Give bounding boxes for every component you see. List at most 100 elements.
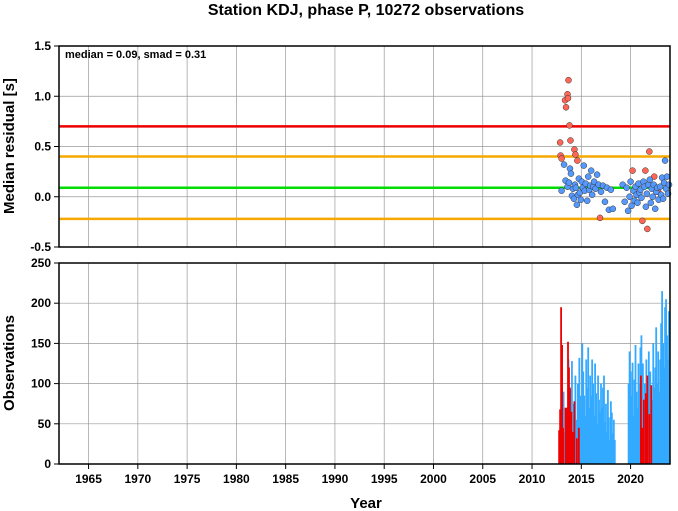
x-tick-label: 1990 xyxy=(322,472,349,486)
observation-bar xyxy=(562,427,564,464)
observation-bar xyxy=(646,375,649,464)
residual-point xyxy=(564,95,572,102)
observation-bar xyxy=(638,383,641,464)
observation-bar xyxy=(561,345,563,464)
residual-point xyxy=(558,187,565,194)
year-x-ticks: 1965 1970 1975 1980 1985 1990 1995 2000 2005 2010… xyxy=(75,464,644,486)
observation-bar xyxy=(606,431,608,464)
residual-point xyxy=(566,122,573,129)
observation-bar xyxy=(591,359,594,464)
residual-point xyxy=(661,157,669,164)
observations-frame xyxy=(58,262,671,465)
observation-bar xyxy=(655,327,658,464)
observation-bar xyxy=(577,427,580,464)
observations-y-tick-label: 50 xyxy=(38,417,52,431)
observation-bar xyxy=(570,411,573,464)
observation-bar xyxy=(613,439,616,464)
residual-point xyxy=(556,139,564,146)
observation-bar xyxy=(649,371,652,464)
residual-point xyxy=(646,148,653,155)
residual-y-axis-label: Median residual [s] xyxy=(1,78,18,214)
observation-bar xyxy=(579,395,582,464)
observation-bar xyxy=(604,422,606,464)
residual-point xyxy=(565,76,572,84)
x-tick-label: 1970 xyxy=(124,472,151,486)
observation-bar xyxy=(558,430,561,464)
observation-bar xyxy=(603,375,605,464)
residual-panel: -0.5 0.0 0.5 1.0 1.5 median = 0.09, smad = 0… xyxy=(1,39,673,254)
residual-point xyxy=(562,104,570,111)
observation-bar xyxy=(611,433,614,464)
observation-bar xyxy=(662,343,665,464)
residual-point xyxy=(642,167,649,174)
residual-point xyxy=(584,173,592,180)
observation-bar xyxy=(644,393,647,464)
residual-point xyxy=(659,195,667,203)
observation-bar xyxy=(597,375,599,464)
observation-bar xyxy=(566,407,568,464)
observation-bar xyxy=(593,415,596,464)
observation-bar xyxy=(656,383,659,464)
x-tick-label: 1975 xyxy=(174,472,201,486)
observations-y-tick-label: 100 xyxy=(31,377,51,391)
observation-bar xyxy=(654,367,657,464)
observation-bar xyxy=(587,347,590,464)
observation-bar xyxy=(629,371,632,464)
observation-bar xyxy=(636,407,639,464)
observation-bar xyxy=(574,375,577,464)
observation-bar xyxy=(650,385,653,464)
residual-point xyxy=(601,198,609,206)
observations-y-tick-label: 200 xyxy=(31,296,51,310)
observation-bar xyxy=(652,343,655,464)
observation-bar xyxy=(648,414,651,464)
observation-bar xyxy=(599,411,601,464)
residual-point xyxy=(593,171,601,178)
observation-bar xyxy=(651,399,654,464)
observation-bar xyxy=(605,403,607,464)
residual-points xyxy=(556,76,673,233)
residual-point xyxy=(628,202,635,210)
residual-point xyxy=(587,167,595,174)
residual-point xyxy=(609,205,617,213)
residual-y-ticks: -0.5 0.0 0.5 1.0 1.5 xyxy=(30,39,59,254)
observations-panel: 0 50 100 150 200 250 1965 1970 1975 1980 1985 1990… xyxy=(1,256,671,511)
residual-point xyxy=(643,190,651,197)
observations-y-ticks: 0 50 100 150 200 250 xyxy=(31,256,59,471)
observation-bar xyxy=(647,351,650,464)
observation-bar xyxy=(560,307,563,464)
residual-point xyxy=(627,178,634,185)
residual-point xyxy=(621,198,628,206)
observation-bar xyxy=(595,393,597,464)
residual-grid xyxy=(59,45,670,248)
observation-bar xyxy=(589,375,592,464)
observation-bar xyxy=(653,387,656,464)
residual-point xyxy=(647,199,655,207)
observation-bar xyxy=(581,343,584,464)
observation-bar xyxy=(627,383,630,464)
residual-y-tick-label: 0.5 xyxy=(34,140,51,154)
observation-bar xyxy=(640,375,642,464)
residual-y-tick-label: 0.0 xyxy=(34,190,51,204)
observation-bar xyxy=(660,323,663,464)
observation-bar xyxy=(584,415,587,464)
residual-point xyxy=(577,196,585,204)
residual-point xyxy=(572,184,580,191)
observation-bar xyxy=(642,399,645,464)
observation-bar xyxy=(628,351,631,464)
observation-bar xyxy=(564,407,567,464)
x-tick-label: 2015 xyxy=(568,472,595,486)
residual-point xyxy=(642,203,650,211)
observation-bar xyxy=(567,341,569,464)
observation-bar xyxy=(596,423,598,464)
x-tick-label: 2010 xyxy=(519,472,546,486)
residual-point xyxy=(656,183,664,190)
x-tick-label: 1980 xyxy=(223,472,250,486)
residual-point xyxy=(597,188,605,195)
observation-bar xyxy=(637,363,640,464)
residual-point xyxy=(665,181,673,188)
observation-bar xyxy=(600,383,602,464)
observation-bar xyxy=(582,371,585,464)
observation-bar xyxy=(586,387,589,464)
residual-point xyxy=(558,155,565,162)
observation-bar xyxy=(657,351,660,464)
